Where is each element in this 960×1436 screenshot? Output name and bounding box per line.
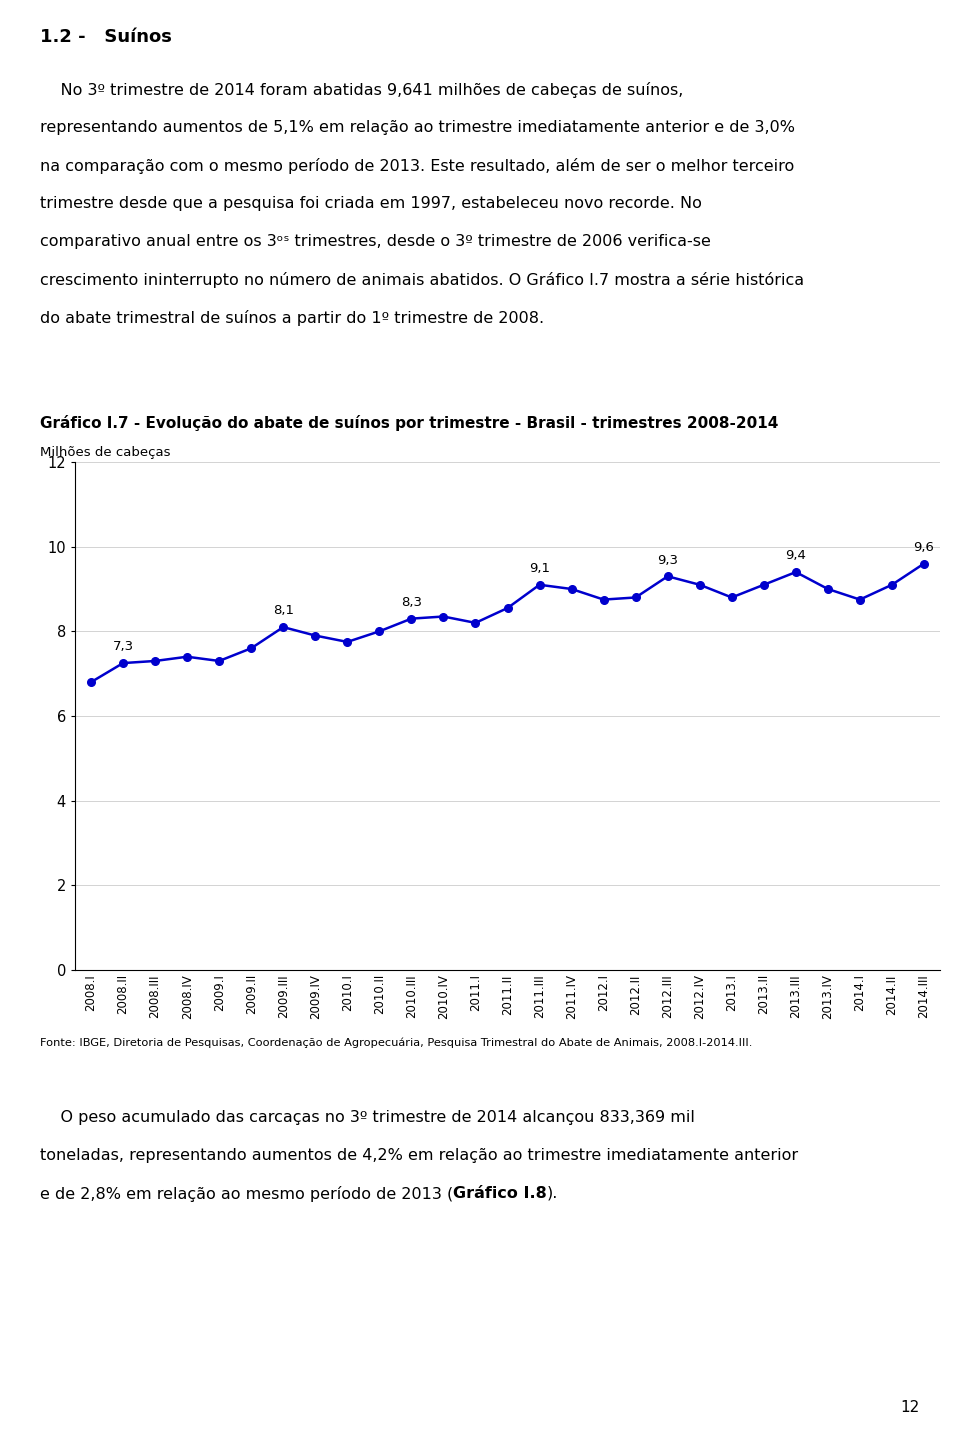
Text: 9,3: 9,3: [658, 553, 678, 567]
Text: 9,6: 9,6: [914, 541, 934, 554]
Text: No 3º trimestre de 2014 foram abatidas 9,641 milhões de cabeças de suínos,: No 3º trimestre de 2014 foram abatidas 9…: [40, 82, 684, 98]
Text: trimestre desde que a pesquisa foi criada em 1997, estabeleceu novo recorde. No: trimestre desde que a pesquisa foi criad…: [40, 195, 702, 211]
Text: 8,3: 8,3: [401, 596, 421, 609]
Text: 1.2 -   Suínos: 1.2 - Suínos: [40, 27, 172, 46]
Text: do abate trimestral de suínos a partir do 1º trimestre de 2008.: do abate trimestral de suínos a partir d…: [40, 310, 544, 326]
Text: na comparação com o mesmo período de 2013. Este resultado, além de ser o melhor : na comparação com o mesmo período de 201…: [40, 158, 794, 174]
Text: 8,1: 8,1: [273, 605, 294, 617]
Text: O peso acumulado das carcaças no 3º trimestre de 2014 alcançou 833,369 mil: O peso acumulado das carcaças no 3º trim…: [40, 1110, 695, 1124]
Text: Milhões de cabeças: Milhões de cabeças: [40, 447, 171, 460]
Text: 7,3: 7,3: [112, 640, 133, 653]
Text: Fonte: IBGE, Diretoria de Pesquisas, Coordenação de Agropecuária, Pesquisa Trime: Fonte: IBGE, Diretoria de Pesquisas, Coo…: [40, 1038, 753, 1048]
Text: Gráfico I.7 - Evolução do abate de suínos por trimestre - Brasil - trimestres 20: Gráfico I.7 - Evolução do abate de suíno…: [40, 415, 779, 431]
Text: 9,4: 9,4: [785, 550, 806, 563]
Text: e de 2,8% em relação ao mesmo período de 2013 (: e de 2,8% em relação ao mesmo período de…: [40, 1186, 453, 1202]
Text: representando aumentos de 5,1% em relação ao trimestre imediatamente anterior e : representando aumentos de 5,1% em relaçã…: [40, 121, 795, 135]
Text: 9,1: 9,1: [529, 561, 550, 574]
Text: crescimento ininterrupto no número de animais abatidos. O Gráfico I.7 mostra a s: crescimento ininterrupto no número de an…: [40, 271, 804, 289]
Text: comparativo anual entre os 3ᵒˢ trimestres, desde o 3º trimestre de 2006 verifica: comparativo anual entre os 3ᵒˢ trimestre…: [40, 234, 710, 248]
Text: 12: 12: [900, 1400, 920, 1414]
Text: ).: ).: [547, 1186, 559, 1200]
Text: toneladas, representando aumentos de 4,2% em relação ao trimestre imediatamente : toneladas, representando aumentos de 4,2…: [40, 1147, 798, 1163]
Text: Gráfico I.8: Gráfico I.8: [453, 1186, 547, 1200]
